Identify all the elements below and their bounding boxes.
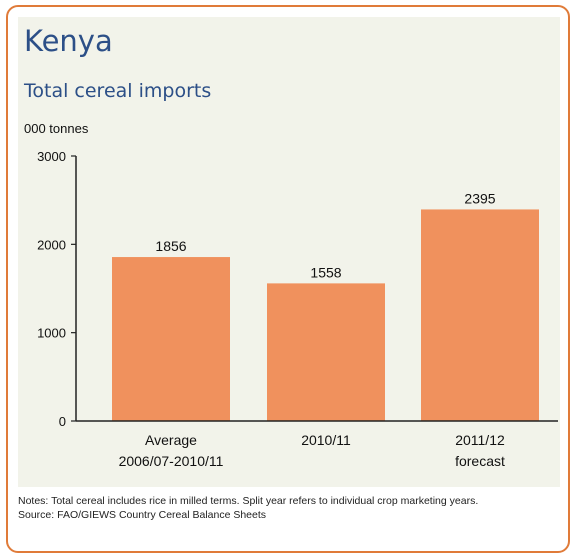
data-label-1: 1856 [155, 238, 186, 254]
x-category-label-1-line-2: 2006/07-2010/11 [119, 453, 224, 469]
data-label-2: 1558 [310, 264, 341, 280]
source-text: Source: FAO/GIEWS Country Cereal Balance… [18, 509, 267, 521]
y-tick-label-2000: 2000 [37, 237, 66, 252]
y-tick-label-1000: 1000 [37, 326, 66, 341]
chart-notes: Notes: Total cereal includes rice in mil… [18, 494, 564, 522]
bar-3 [421, 209, 539, 421]
chart-title: Kenya [24, 24, 113, 58]
x-category-label-2-line-1: 2010/11 [301, 432, 351, 448]
data-label-3: 2395 [464, 190, 495, 206]
notes-text: Notes: Total cereal includes rice in mil… [18, 495, 479, 507]
x-category-label-3-line-2: forecast [455, 453, 505, 469]
y-tick-label-3000: 3000 [37, 149, 66, 164]
bar-1 [112, 257, 230, 421]
x-category-label-1-line-1: Average [145, 432, 197, 448]
y-tick-label-0: 0 [59, 414, 66, 429]
chart-subtitle: Total cereal imports [24, 80, 212, 102]
bar-2 [267, 283, 385, 421]
y-axis-unit-label: 000 tonnes [24, 121, 89, 136]
x-category-label-3-line-1: 2011/12 [455, 432, 505, 448]
